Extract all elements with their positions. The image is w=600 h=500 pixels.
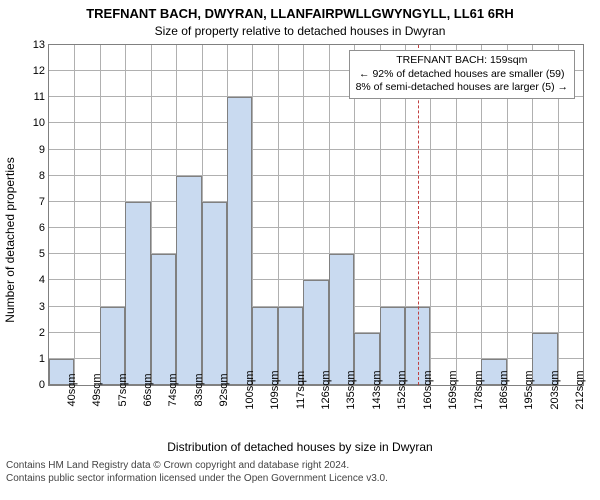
plot-area: TREFNANT BACH: 159sqm← 92% of detached h… — [48, 44, 584, 386]
chart-title: TREFNANT BACH, DWYRAN, LLANFAIRPWLLGWYNG… — [0, 6, 600, 21]
x-tick: 100sqm — [244, 370, 256, 409]
bar — [125, 202, 150, 385]
gridline-h — [49, 149, 583, 150]
x-tick: 57sqm — [117, 373, 129, 406]
gridline-v — [74, 45, 75, 385]
x-tick: 66sqm — [142, 373, 154, 406]
x-tick: 92sqm — [218, 373, 230, 406]
y-tick: 7 — [15, 196, 45, 208]
x-tick: 49sqm — [91, 373, 103, 406]
bar — [202, 202, 227, 385]
y-axis-label: Number of detached properties — [3, 157, 17, 322]
y-tick: 1 — [15, 353, 45, 365]
x-tick: 109sqm — [269, 370, 281, 409]
x-tick: 143sqm — [371, 370, 383, 409]
bar — [329, 254, 354, 385]
x-tick: 117sqm — [295, 371, 307, 409]
chart-subtitle: Size of property relative to detached ho… — [0, 24, 600, 38]
y-tick: 3 — [15, 301, 45, 313]
x-tick: 195sqm — [523, 370, 535, 409]
x-tick: 212sqm — [574, 370, 586, 409]
x-tick: 74sqm — [167, 373, 179, 406]
bar — [176, 176, 201, 385]
x-tick: 203sqm — [549, 370, 561, 409]
gridline-h — [49, 175, 583, 176]
x-tick: 178sqm — [473, 370, 485, 409]
y-tick: 9 — [15, 144, 45, 156]
x-tick: 169sqm — [447, 370, 459, 409]
x-tick: 83sqm — [193, 373, 205, 406]
footer-line2: Contains public sector information licen… — [6, 473, 594, 486]
gridline-h — [49, 122, 583, 123]
y-tick: 6 — [15, 222, 45, 234]
x-tick: 40sqm — [66, 373, 78, 406]
footer-line1: Contains HM Land Registry data © Crown c… — [6, 460, 594, 473]
y-tick: 4 — [15, 274, 45, 286]
bar — [303, 280, 328, 385]
bar — [227, 97, 252, 385]
legend-box: TREFNANT BACH: 159sqm← 92% of detached h… — [349, 50, 575, 99]
y-tick: 8 — [15, 170, 45, 182]
x-tick: 135sqm — [345, 370, 357, 409]
y-tick: 13 — [15, 39, 45, 51]
legend-line: TREFNANT BACH: 159sqm — [356, 54, 568, 68]
footer-attribution: Contains HM Land Registry data © Crown c… — [6, 460, 594, 485]
chart-container: TREFNANT BACH, DWYRAN, LLANFAIRPWLLGWYNG… — [0, 0, 600, 500]
bar — [151, 254, 176, 385]
y-tick: 12 — [15, 65, 45, 77]
y-tick: 0 — [15, 379, 45, 391]
x-tick: 160sqm — [422, 370, 434, 409]
x-axis-label: Distribution of detached houses by size … — [0, 440, 600, 454]
y-tick: 10 — [15, 117, 45, 129]
x-tick: 126sqm — [320, 370, 332, 409]
y-tick: 5 — [15, 248, 45, 260]
legend-line: 8% of semi-detached houses are larger (5… — [356, 81, 568, 95]
x-tick: 186sqm — [498, 370, 510, 409]
x-tick: 152sqm — [396, 370, 408, 409]
y-tick: 11 — [15, 91, 45, 103]
y-tick: 2 — [15, 327, 45, 339]
legend-line: ← 92% of detached houses are smaller (59… — [356, 68, 568, 82]
